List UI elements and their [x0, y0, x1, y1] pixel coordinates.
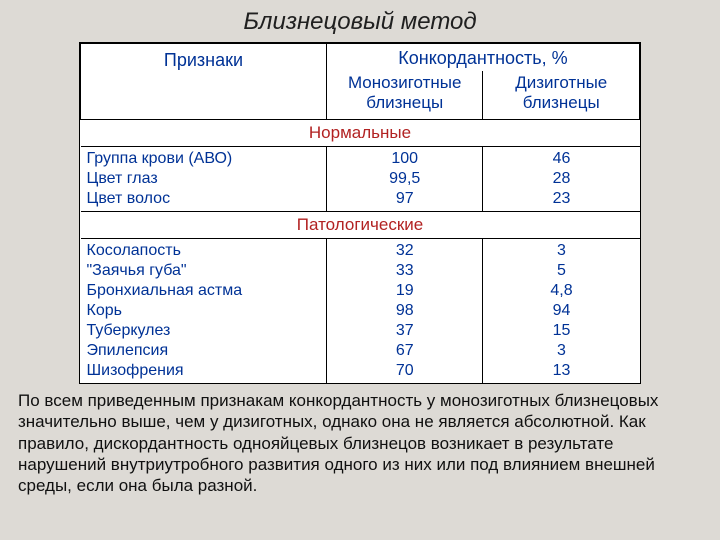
table-header-row: Признаки Конкордантность, % [81, 44, 640, 72]
trait-cell: Корь [81, 301, 326, 321]
dz-cell: 4,8 [483, 281, 639, 301]
section-heading: Нормальные [81, 120, 640, 147]
mz-cell: 70 [327, 361, 483, 381]
section-heading: Патологические [81, 212, 640, 239]
dz-cell: 3 [483, 241, 639, 261]
trait-cell: Группа крови (АВО) [81, 149, 326, 169]
trait-cell: Цвет глаз [81, 169, 326, 189]
trait-cell: Бронхиальная астма [81, 281, 326, 301]
dz-cell: 46 [483, 149, 639, 169]
mz-cell: 98 [327, 301, 483, 321]
mz-cell: 99,5 [327, 169, 483, 189]
header-mz: Монозиготные близнецы [326, 71, 483, 120]
header-concordance: Конкордантность, % [326, 44, 639, 72]
slide: Близнецовый метод Признаки Конкордантнос… [0, 0, 720, 540]
header-traits: Признаки [81, 44, 327, 120]
mz-cell: 19 [327, 281, 483, 301]
body-paragraph: По всем приведенным признакам конкордант… [18, 390, 702, 496]
dz-cell: 28 [483, 169, 639, 189]
mz-cell: 97 [327, 189, 483, 209]
section-label: Нормальные [81, 120, 640, 147]
trait-cell: Цвет волос [81, 189, 326, 209]
dz-cell: 94 [483, 301, 639, 321]
table-row: Косолапость "Заячья губа" Бронхиальная а… [81, 239, 640, 384]
concordance-table: Признаки Конкордантность, % Монозиготные… [79, 42, 641, 384]
trait-cell: Эпилепсия [81, 341, 326, 361]
mz-cell: 37 [327, 321, 483, 341]
mz-cell: 67 [327, 341, 483, 361]
dz-cell: 3 [483, 341, 639, 361]
mz-cell: 33 [327, 261, 483, 281]
mz-cell: 100 [327, 149, 483, 169]
dz-cell: 23 [483, 189, 639, 209]
page-title: Близнецовый метод [0, 0, 720, 42]
trait-cell: Туберкулез [81, 321, 326, 341]
dz-cell: 15 [483, 321, 639, 341]
dz-cell: 13 [483, 361, 639, 381]
trait-cell: Шизофрения [81, 361, 326, 381]
table-row: Группа крови (АВО) Цвет глаз Цвет волос … [81, 147, 640, 212]
dz-cell: 5 [483, 261, 639, 281]
mz-cell: 32 [327, 241, 483, 261]
section-label: Патологические [81, 212, 640, 239]
trait-cell: Косолапость [81, 241, 326, 261]
trait-cell: "Заячья губа" [81, 261, 326, 281]
header-dz: Дизиготные близнецы [483, 71, 640, 120]
